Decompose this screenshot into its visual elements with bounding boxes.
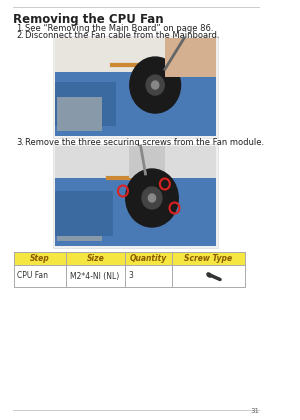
Circle shape bbox=[130, 57, 181, 113]
Text: Step: Step bbox=[30, 254, 50, 263]
Bar bbox=[57, 206, 102, 241]
Bar bbox=[129, 146, 165, 178]
Text: 3.: 3. bbox=[16, 138, 24, 147]
Bar bbox=[55, 72, 216, 136]
Bar bbox=[55, 38, 216, 82]
Text: 3: 3 bbox=[129, 271, 134, 281]
Bar bbox=[14, 265, 244, 287]
Text: Screw Type: Screw Type bbox=[184, 254, 232, 263]
Text: Removing the CPU Fan: Removing the CPU Fan bbox=[13, 13, 163, 26]
Circle shape bbox=[126, 169, 178, 227]
Text: Disconnect the Fan cable from the Mainboard.: Disconnect the Fan cable from the Mainbo… bbox=[26, 31, 220, 40]
Bar bbox=[14, 252, 244, 265]
Bar bbox=[55, 191, 113, 236]
Text: 31: 31 bbox=[250, 408, 259, 414]
Text: Size: Size bbox=[87, 254, 104, 263]
Ellipse shape bbox=[206, 272, 212, 278]
Circle shape bbox=[152, 81, 159, 89]
Bar bbox=[53, 36, 218, 138]
Bar bbox=[57, 97, 102, 131]
Circle shape bbox=[146, 75, 164, 95]
Bar bbox=[14, 252, 244, 287]
Circle shape bbox=[142, 187, 162, 209]
Bar bbox=[55, 178, 216, 246]
Text: See “Removing the Main Board” on page 86.: See “Removing the Main Board” on page 86… bbox=[26, 24, 214, 33]
Text: CPU Fan: CPU Fan bbox=[17, 271, 48, 281]
Text: 1.: 1. bbox=[16, 24, 24, 33]
Bar bbox=[165, 38, 216, 77]
Text: M2*4-NI (NL): M2*4-NI (NL) bbox=[70, 271, 119, 281]
Bar bbox=[53, 144, 218, 248]
Text: Remove the three securing screws from the Fan module.: Remove the three securing screws from th… bbox=[26, 138, 265, 147]
Text: Quantity: Quantity bbox=[130, 254, 167, 263]
Circle shape bbox=[148, 194, 156, 202]
Text: 2.: 2. bbox=[16, 31, 24, 40]
Bar bbox=[55, 146, 216, 186]
Bar bbox=[55, 82, 116, 126]
